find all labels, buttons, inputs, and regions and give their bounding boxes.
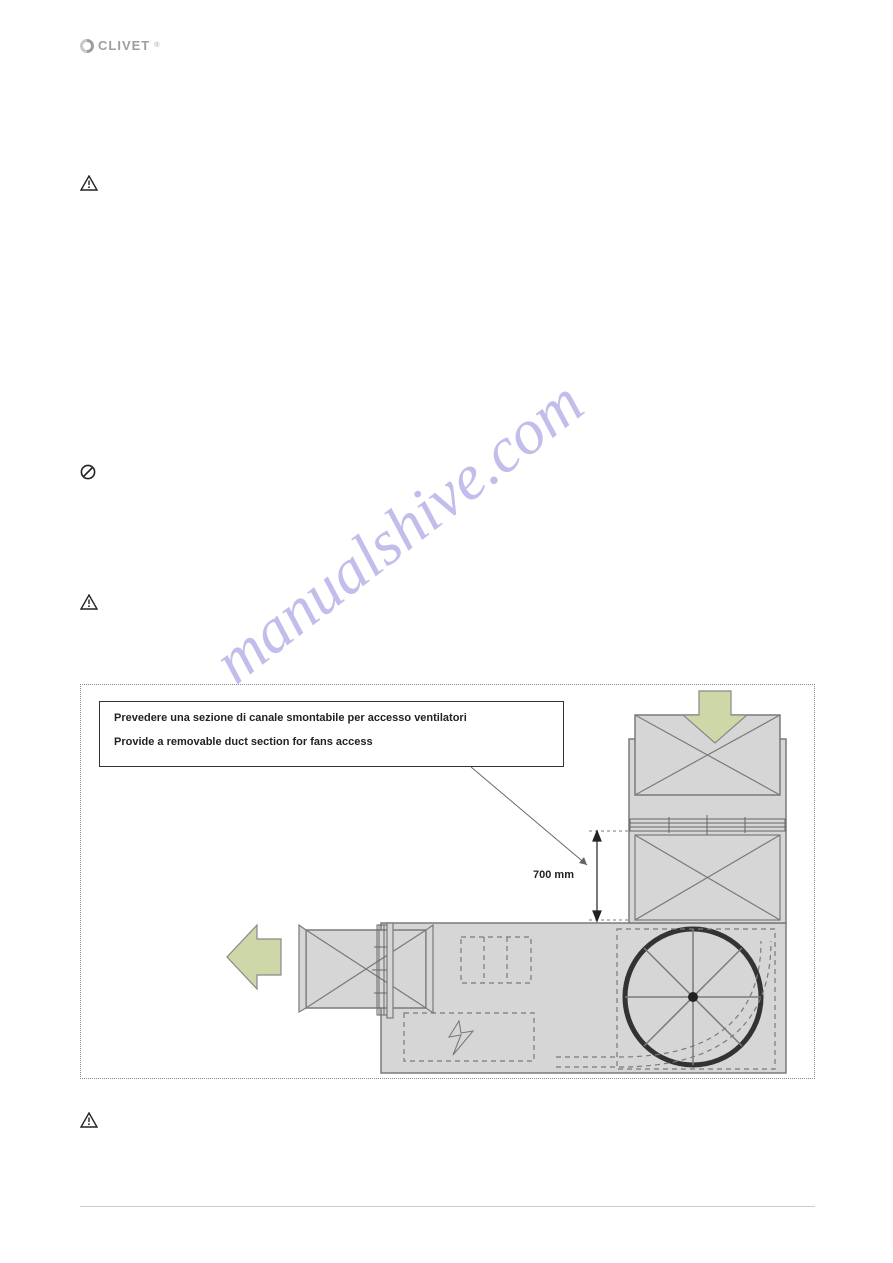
brand-logo: CLIVET ® (80, 38, 159, 53)
warning-icon (80, 175, 98, 191)
brand-logo-icon (80, 39, 94, 53)
prohibit-icon (80, 464, 96, 480)
diagram-frame: Prevedere una sezione di canale smontabi… (80, 684, 815, 1079)
outlet-arrow-icon (227, 925, 281, 989)
warning-icon (80, 594, 98, 610)
brand-logo-trademark: ® (154, 42, 159, 49)
dimension-label: 700 mm (533, 869, 574, 881)
technical-drawing (81, 685, 816, 1080)
brand-logo-text: CLIVET (98, 38, 150, 53)
footer-rule (80, 1206, 815, 1207)
watermark-text: manualshive.com (200, 365, 597, 698)
warning-icon (80, 1112, 98, 1128)
